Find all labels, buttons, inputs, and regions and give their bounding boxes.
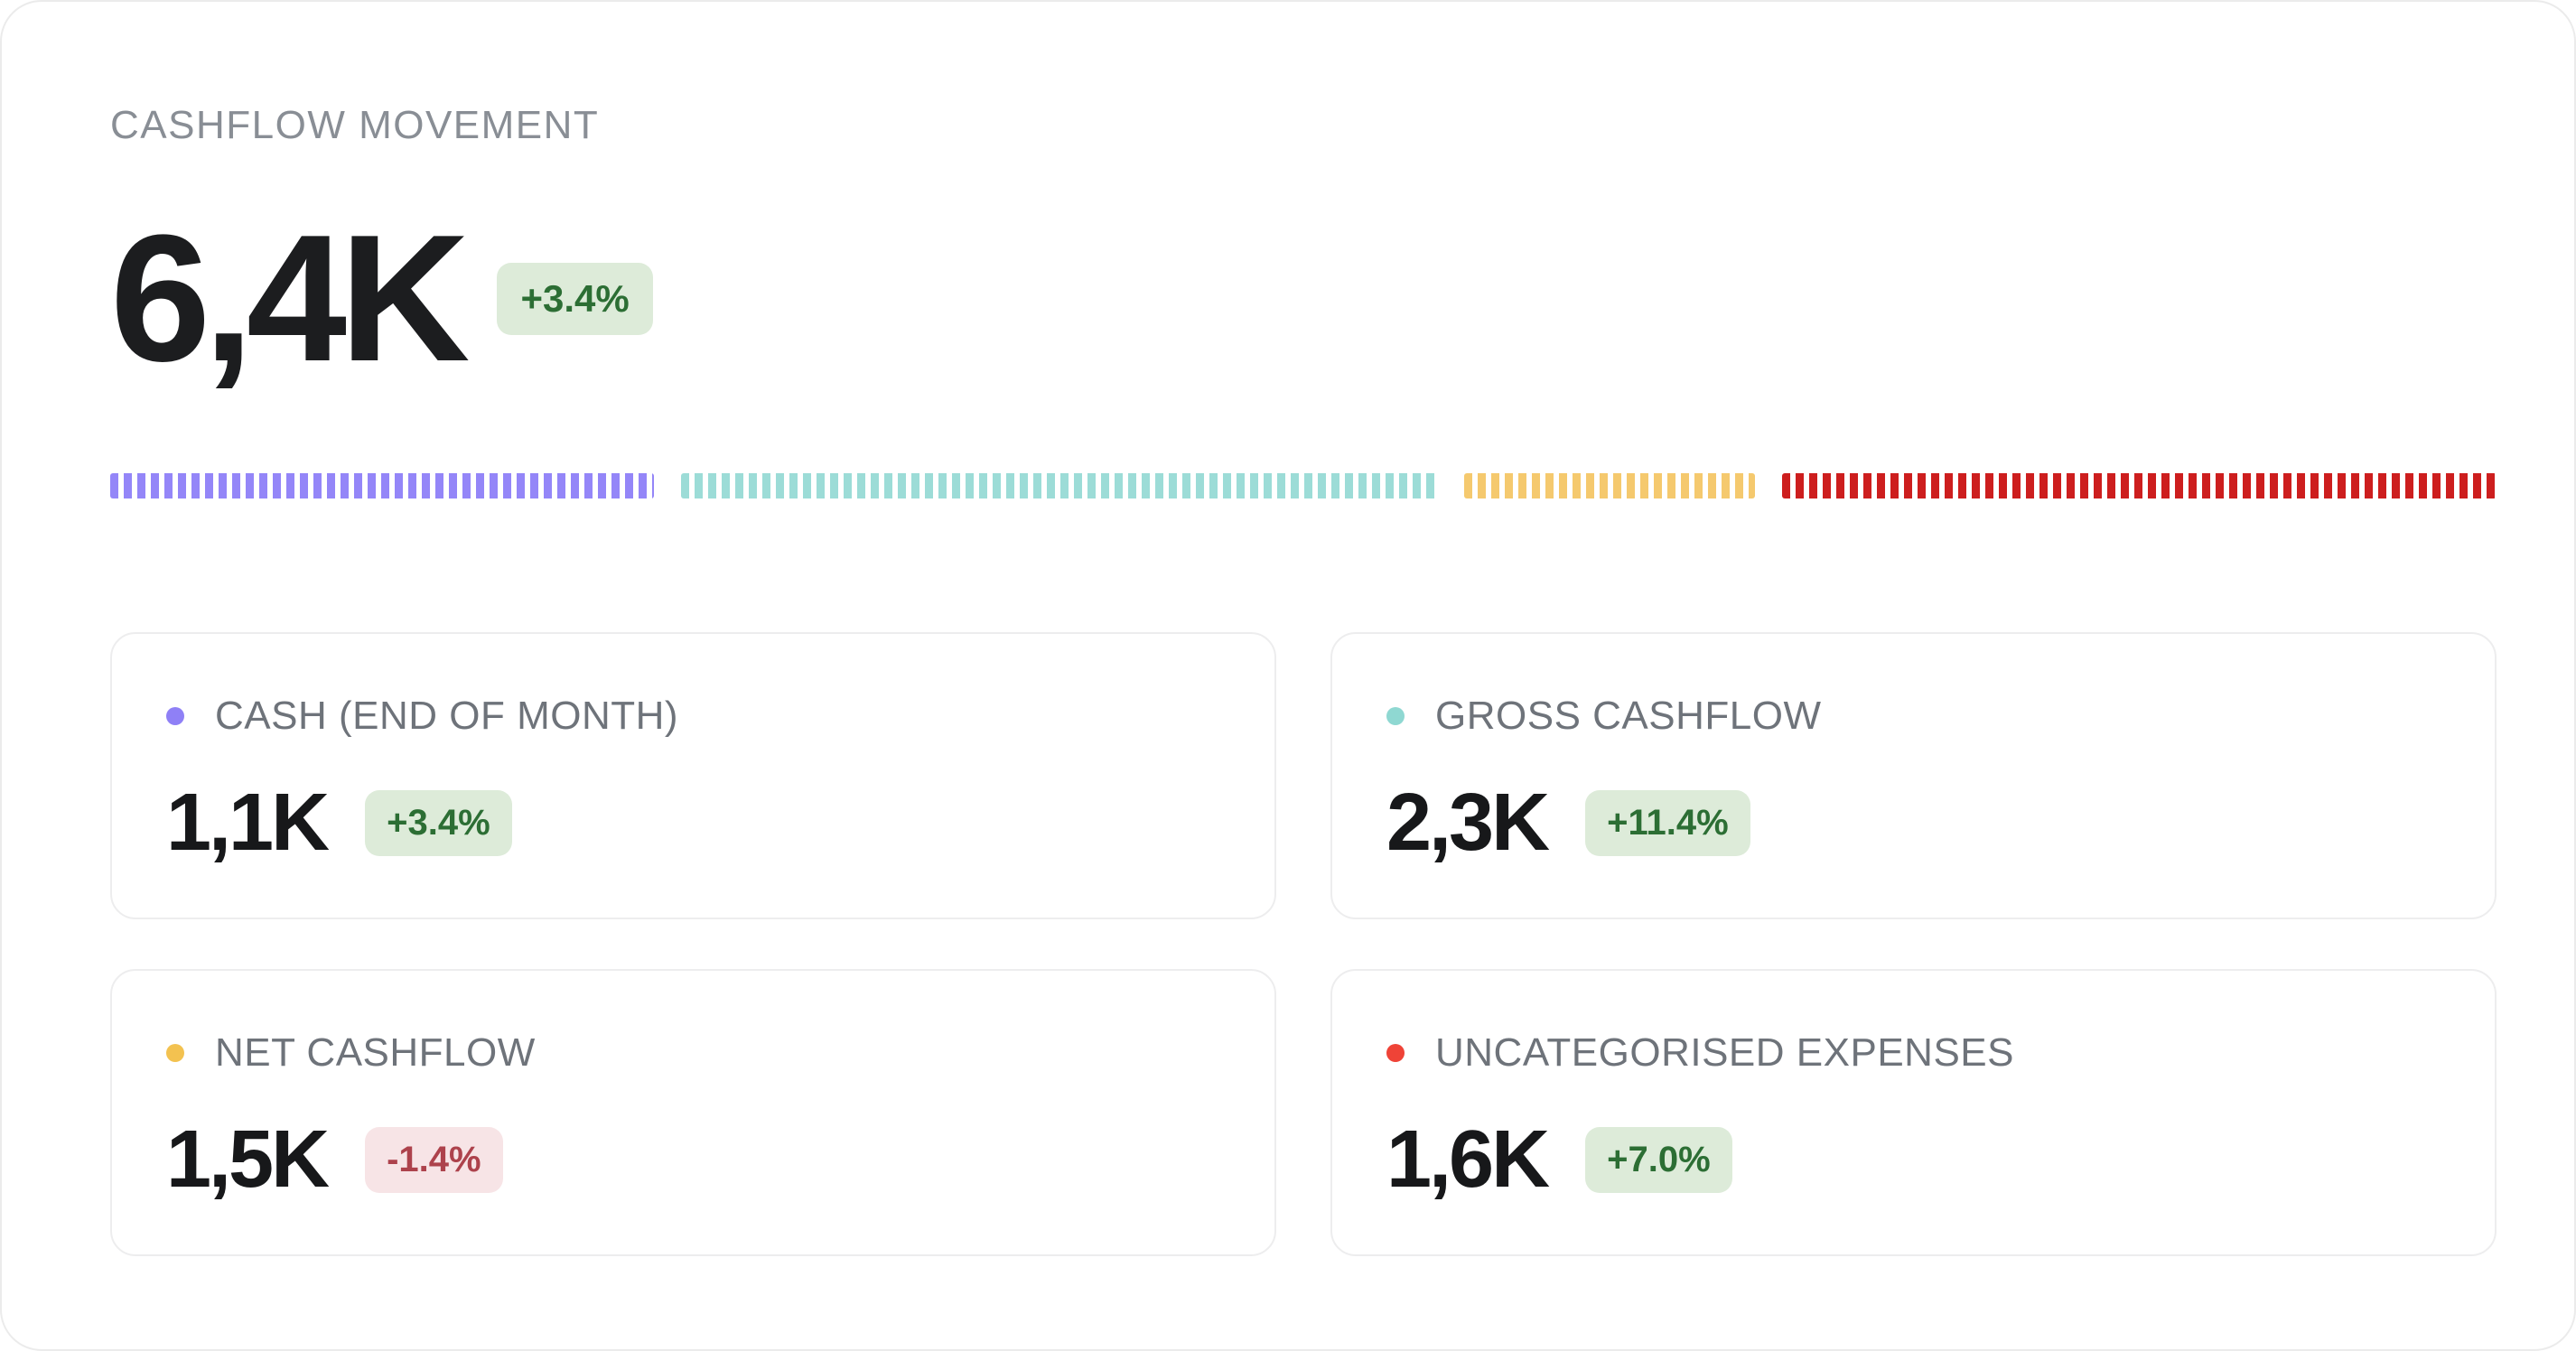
cashflow-stacked-bar: [110, 473, 2497, 498]
metric-card-cash-end-of-month[interactable]: CASH (END OF MONTH) 1,1K +3.4%: [110, 632, 1276, 919]
metric-value-row: 1,1K +3.4%: [166, 777, 1220, 870]
metric-value: 1,1K: [166, 778, 330, 868]
metric-label: CASH (END OF MONTH): [215, 694, 679, 738]
widget-title: CASHFLOW MOVEMENT: [110, 103, 600, 147]
bar-segment-net-cashflow: [1463, 473, 1755, 498]
metric-value-row: 1,6K +7.0%: [1386, 1113, 2441, 1207]
metric-dot-icon: [166, 1044, 184, 1062]
metric-label-row: NET CASHFLOW: [166, 1030, 1220, 1076]
bar-segment-cash-end-of-month: [110, 473, 654, 498]
metric-card-gross-cashflow[interactable]: GROSS CASHFLOW 2,3K +11.4%: [1330, 632, 2497, 919]
metric-card-net-cashflow[interactable]: NET CASHFLOW 1,5K -1.4%: [110, 969, 1276, 1256]
metric-label: NET CASHFLOW: [215, 1030, 536, 1075]
metric-label-row: GROSS CASHFLOW: [1386, 694, 2441, 739]
metric-change-badge: +7.0%: [1585, 1127, 1732, 1193]
metric-value: 1,6K: [1386, 1114, 1550, 1205]
metric-change-badge: +3.4%: [365, 790, 512, 856]
metric-value-row: 2,3K +11.4%: [1386, 777, 2441, 870]
metric-change-badge: -1.4%: [365, 1127, 503, 1193]
headline-row: 6,4K +3.4%: [110, 195, 2497, 403]
metric-value: 1,5K: [166, 1114, 330, 1205]
headline-value: 6,4K: [110, 198, 470, 399]
metric-label-row: CASH (END OF MONTH): [166, 694, 1220, 739]
headline-change-badge: +3.4%: [497, 263, 653, 335]
metric-dot-icon: [1386, 1044, 1405, 1062]
metric-dot-icon: [1386, 707, 1405, 725]
metric-change-badge: +11.4%: [1585, 790, 1750, 856]
metric-card-uncategorised-expenses[interactable]: UNCATEGORISED EXPENSES 1,6K +7.0%: [1330, 969, 2497, 1256]
metric-dot-icon: [166, 707, 184, 725]
metric-value-row: 1,5K -1.4%: [166, 1113, 1220, 1207]
metric-label: UNCATEGORISED EXPENSES: [1435, 1030, 2014, 1075]
metric-label: GROSS CASHFLOW: [1435, 694, 1822, 738]
bar-segment-gross-cashflow: [680, 473, 1437, 498]
metric-label-row: UNCATEGORISED EXPENSES: [1386, 1030, 2441, 1076]
metric-value: 2,3K: [1386, 778, 1550, 868]
bar-segment-uncategorised-expenses: [1781, 473, 2497, 498]
metrics-grid: CASH (END OF MONTH) 1,1K +3.4% GROSS CAS…: [110, 632, 2497, 1256]
